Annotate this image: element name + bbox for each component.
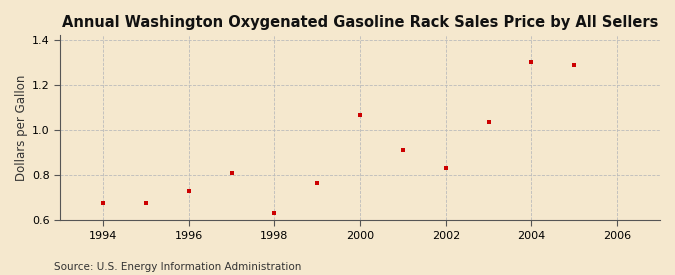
Point xyxy=(355,113,366,118)
Text: Source: U.S. Energy Information Administration: Source: U.S. Energy Information Administ… xyxy=(54,262,301,272)
Point xyxy=(312,181,323,185)
Point xyxy=(569,63,580,67)
Point xyxy=(398,148,408,152)
Point xyxy=(440,166,451,170)
Point xyxy=(483,119,494,124)
Point xyxy=(226,171,237,176)
Point xyxy=(526,60,537,64)
Point xyxy=(269,210,280,215)
Point xyxy=(184,189,194,193)
Title: Annual Washington Oxygenated Gasoline Rack Sales Price by All Sellers: Annual Washington Oxygenated Gasoline Ra… xyxy=(62,15,658,30)
Y-axis label: Dollars per Gallon: Dollars per Gallon xyxy=(15,75,28,181)
Point xyxy=(140,200,151,205)
Point xyxy=(98,201,109,205)
